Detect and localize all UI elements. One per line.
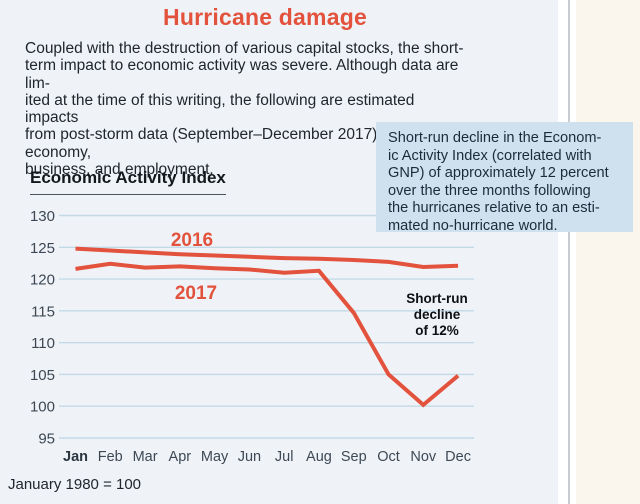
right-margin: [576, 0, 640, 504]
x-axis-label: Dec: [445, 449, 471, 465]
x-axis-label: Nov: [410, 449, 437, 465]
x-axis-label: May: [201, 449, 229, 465]
chart-footnote: January 1980 = 100: [8, 476, 142, 493]
vertical-rule: [568, 0, 570, 504]
y-axis-label: 120: [30, 272, 55, 289]
y-axis-label: 100: [30, 399, 55, 416]
chart-annotation: Short-run decline of 12%: [406, 291, 468, 338]
y-axis-label: 130: [30, 208, 55, 225]
x-axis-label: Aug: [306, 449, 332, 465]
x-axis-label: Mar: [133, 449, 158, 465]
page-title: Hurricane damage: [163, 4, 367, 30]
x-axis-label: Jul: [275, 449, 294, 465]
series-label-2016: 2016: [171, 230, 213, 251]
series-label-2017: 2017: [175, 283, 217, 304]
series-line-2017: [75, 261, 460, 408]
x-axis-label: Jan: [63, 449, 88, 465]
y-axis-label: 105: [30, 367, 55, 384]
y-axis-label: 125: [30, 240, 55, 257]
x-axis-label: Sep: [341, 449, 367, 465]
x-axis-label: Jun: [238, 449, 261, 465]
y-axis-label: 95: [38, 430, 55, 447]
series-line-2016: [75, 246, 459, 270]
y-axis-label: 115: [31, 303, 55, 320]
chart-title-wrap: Economic Activity Index: [30, 168, 226, 195]
x-axis-label: Apr: [169, 449, 192, 465]
y-axis-label: 110: [31, 335, 55, 352]
callout-box: Short-run decline in the Econom- ic Acti…: [376, 122, 633, 234]
x-axis-label: Oct: [377, 449, 400, 465]
x-axis-label: Feb: [98, 449, 123, 465]
chart-title: Economic Activity Index: [30, 168, 226, 195]
